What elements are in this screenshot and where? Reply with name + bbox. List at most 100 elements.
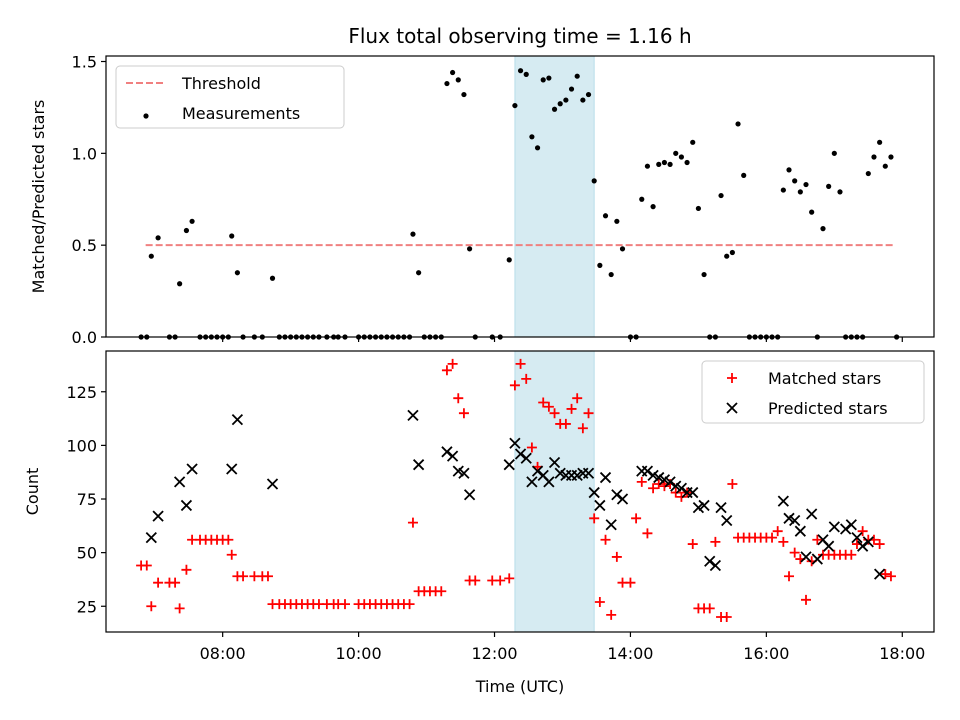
series-0-point-69	[566, 403, 577, 414]
series-0-point-123	[882, 163, 888, 169]
series-0-point-120	[865, 170, 871, 177]
figure-title: Flux total observing time = 1.16 h	[348, 24, 691, 48]
series-0-point-91	[701, 271, 707, 278]
series-0-point-60	[523, 71, 529, 77]
series-0-point-88	[684, 159, 690, 166]
series-0-point-43	[404, 599, 415, 610]
series-0-point-65	[543, 401, 554, 412]
legend: Matched stars Predicted stars	[701, 360, 925, 424]
series-0-point-58	[504, 573, 515, 584]
series-0-point-7	[181, 564, 192, 575]
x-tick-label: 16:00	[743, 644, 789, 663]
series-0-point-68	[568, 86, 575, 92]
series-1-point-0	[145, 531, 157, 544]
series-1-point-49	[709, 559, 722, 572]
series-1-point-18	[520, 452, 532, 464]
series-1-point-3	[180, 499, 193, 512]
series-0-point-70	[572, 393, 583, 404]
series-0-point-49	[444, 80, 450, 87]
series-0-point-72	[591, 178, 597, 184]
y-tick-label: 125	[66, 383, 97, 402]
series-1-point-13	[458, 467, 470, 479]
series-1-point-6	[231, 414, 244, 426]
series-1-point-54	[789, 514, 801, 527]
y-axis-label: Count	[23, 468, 42, 516]
series-0-point-85	[659, 481, 670, 492]
series-0-point-94	[710, 536, 721, 547]
series-1-point-55	[794, 525, 806, 537]
series-0-point-93	[704, 603, 715, 614]
series-0-point-124	[880, 569, 891, 580]
series-0-point-85	[667, 161, 673, 167]
series-1-point-67	[873, 568, 886, 580]
series-1-point-23	[548, 456, 561, 469]
series-0-point-52	[461, 91, 467, 98]
series-0-point-6	[177, 281, 183, 287]
series-0-point-106	[786, 167, 792, 173]
series-0-point-97	[727, 478, 738, 489]
series-0-point-60	[515, 358, 526, 369]
series-0-point-15	[226, 549, 237, 560]
y-tick-label: 1.0	[72, 144, 97, 163]
series-0-point-16	[234, 270, 240, 276]
series-1-point-63	[845, 519, 857, 531]
series-0-point-70	[580, 97, 586, 103]
bottom-panel-counts: 25 50 75 100 125 08:00 10:00 12:00 14:00 16:00 18:…	[23, 350, 935, 696]
series-0-point-112	[812, 534, 823, 545]
x-tick-label: 08:00	[200, 644, 246, 663]
series-0-point-62	[526, 442, 537, 453]
series-0-point-76	[606, 609, 617, 620]
x-tick-label: 10:00	[336, 644, 382, 663]
axes-frame	[105, 350, 935, 633]
series-1-point-35	[616, 493, 629, 505]
series-1-point-30	[588, 486, 600, 499]
legend-box	[701, 360, 925, 424]
series-1-point-56	[800, 551, 812, 563]
series-0-point-64	[546, 75, 552, 81]
series-1-point-15	[503, 459, 515, 471]
legend-box	[115, 65, 345, 129]
series-0-point-96	[721, 611, 732, 622]
series-0-point-66	[557, 101, 563, 107]
series-0-point-49	[436, 586, 447, 597]
series-1-point-34	[611, 489, 623, 501]
series-0-point-110	[801, 594, 812, 605]
y-tick-label: 0.0	[72, 328, 97, 347]
series-0-point-109	[803, 181, 809, 188]
legend-entry-1-label: Predicted stars	[768, 399, 888, 418]
series-0-point-50	[441, 365, 452, 376]
y-tick-label: 75	[77, 490, 97, 509]
series-1-point-47	[698, 499, 710, 512]
series-0-point-51	[455, 77, 461, 83]
series-0-point-87	[678, 154, 685, 160]
legend-entry-0-swatch	[727, 373, 737, 383]
y-tick-label: 0.5	[72, 236, 97, 255]
series-0-point-124	[888, 154, 894, 160]
series-0-point-95	[724, 253, 730, 259]
series-0-point-82	[650, 204, 656, 210]
series-1-point-5	[226, 463, 238, 475]
series-1-point-32	[599, 471, 612, 484]
series-0-point-57	[495, 575, 506, 586]
series-0-point-74	[594, 596, 605, 607]
y-tick-label: 50	[77, 544, 97, 563]
series-0-point-71	[577, 423, 588, 434]
series-1-point-43	[675, 482, 688, 494]
series-1-point-51	[721, 514, 733, 527]
series-1-point-8	[407, 409, 419, 421]
series-0-point-94	[718, 192, 724, 199]
legend-entry-0-label: Matched stars	[768, 369, 881, 388]
series-0-point-17	[238, 571, 249, 582]
series-0-point-84	[653, 478, 664, 489]
series-0-point-57	[506, 257, 512, 263]
series-0-point-72	[583, 408, 594, 419]
series-0-point-61	[521, 373, 532, 384]
series-0-point-52	[453, 393, 464, 404]
series-0-point-107	[792, 178, 798, 184]
series-0-point-53	[466, 246, 473, 252]
series-0-point-63	[540, 77, 546, 83]
series-1-point-52	[777, 495, 789, 507]
series-0-point-123	[874, 539, 885, 550]
series-0-point-44	[407, 517, 418, 528]
